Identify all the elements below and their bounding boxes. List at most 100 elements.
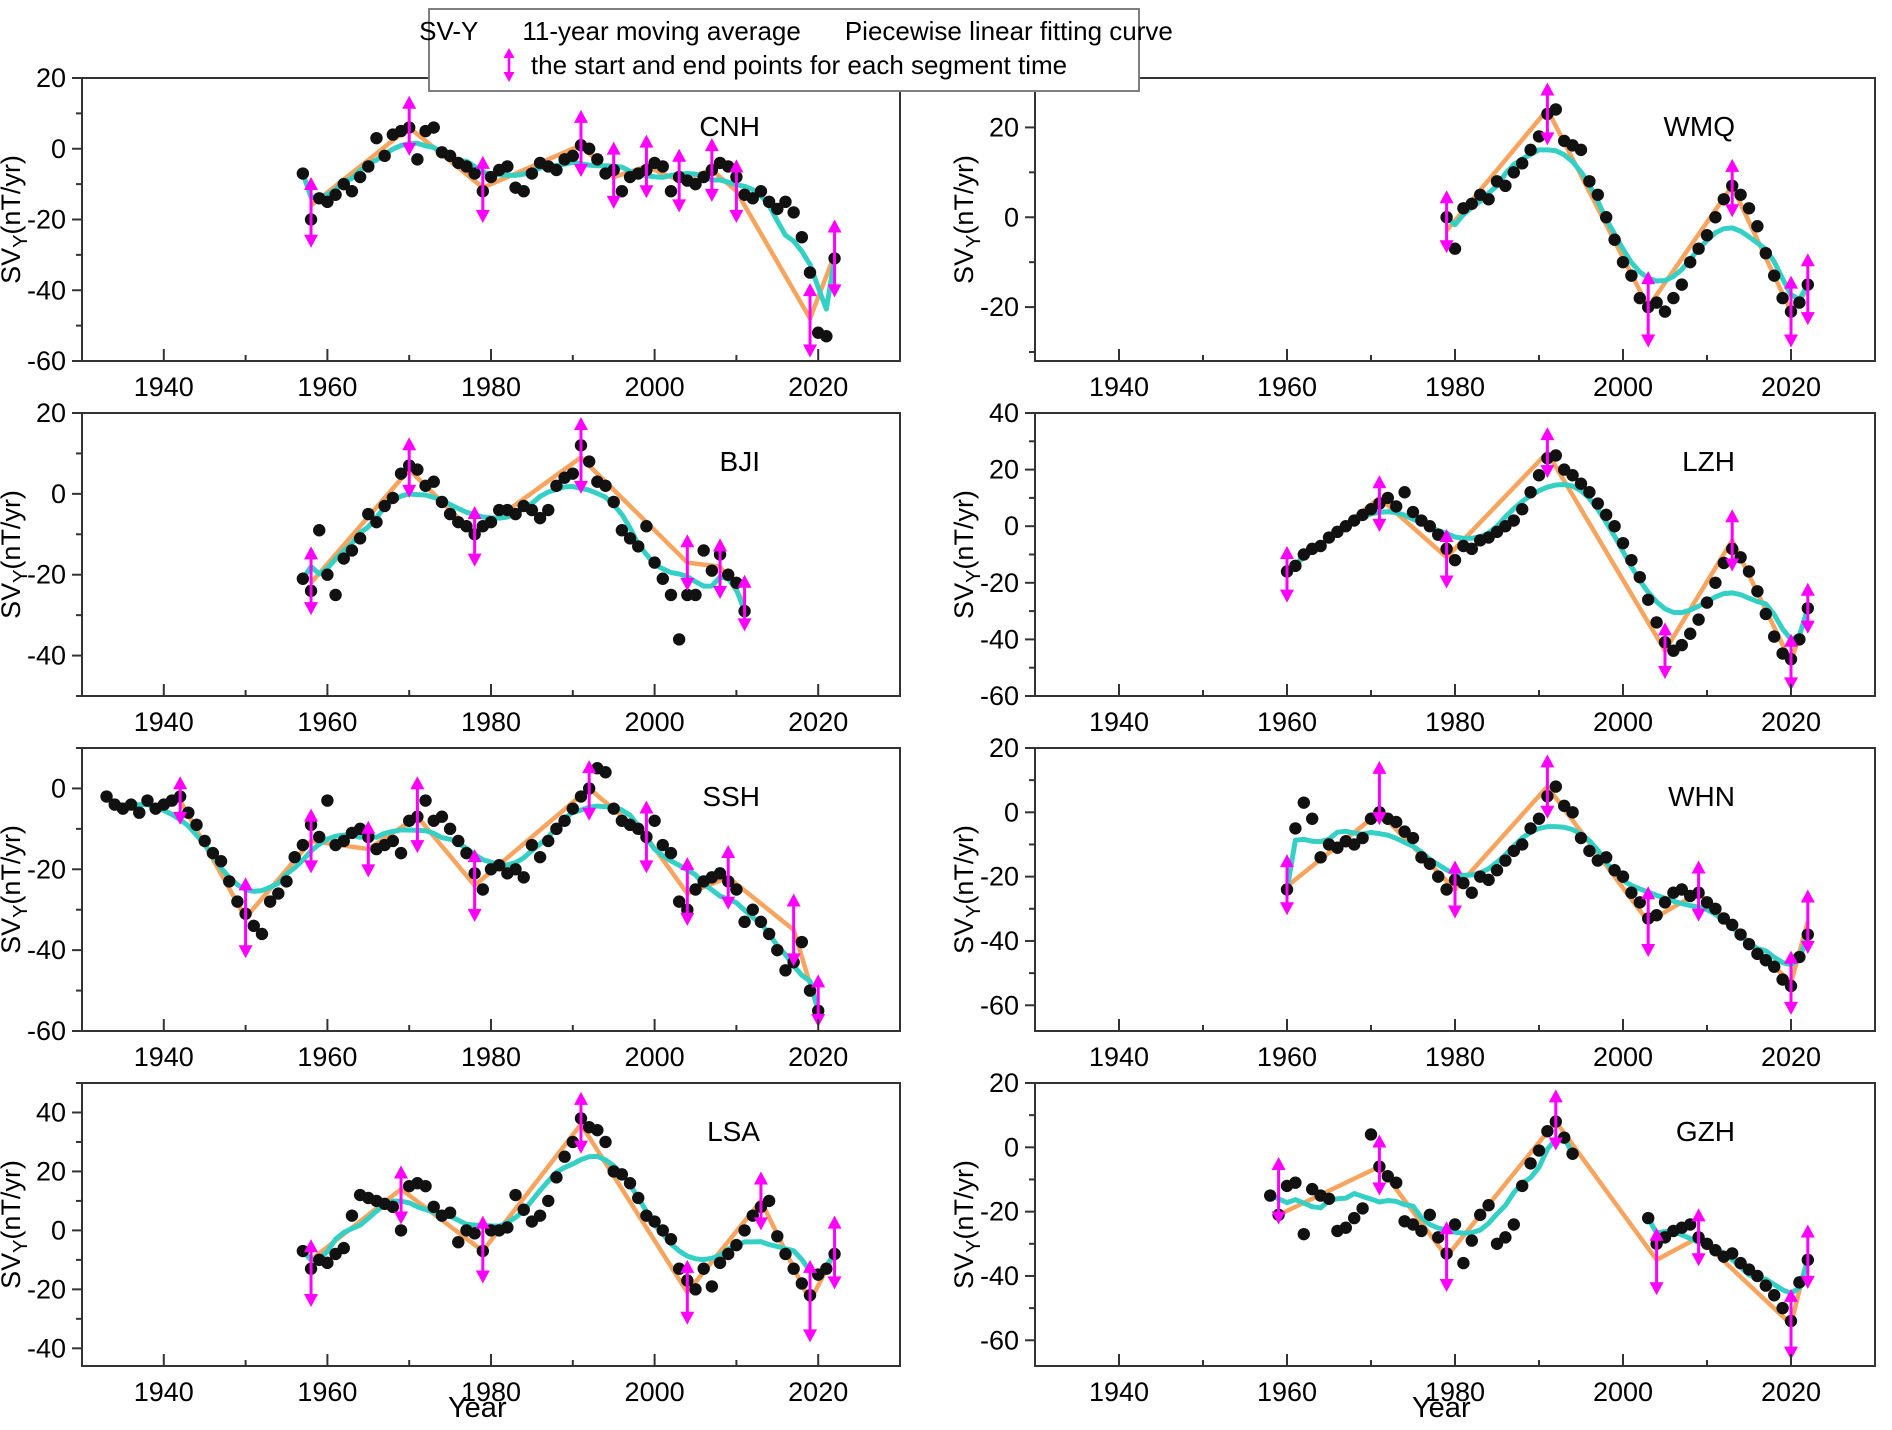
segment-arrow-head-up	[1372, 475, 1387, 489]
segment-arrow-head-down	[1725, 558, 1740, 572]
sv-point	[1406, 1218, 1420, 1231]
sv-point	[762, 195, 776, 209]
sv-point	[697, 1262, 710, 1275]
sv-point	[1423, 1208, 1437, 1222]
sv-point	[1574, 477, 1588, 490]
segment-arrow-head-up	[1448, 860, 1462, 874]
sv-point	[738, 1224, 751, 1237]
x-tick-label: 1980	[461, 372, 521, 402]
segment-arrow-head-up	[1280, 546, 1294, 560]
sv-point	[345, 544, 359, 557]
sv-point	[566, 149, 579, 163]
sv-point	[1734, 928, 1747, 941]
sv-point	[452, 834, 465, 848]
sv-point	[517, 185, 530, 198]
segment-arrow-head-down	[672, 199, 687, 213]
sv-point	[1742, 1263, 1756, 1276]
sv-point	[337, 834, 350, 848]
segment-arrow-head-down	[1439, 1279, 1454, 1293]
x-tick-label: 2020	[788, 707, 848, 737]
sv-point	[133, 806, 146, 819]
sv-point	[1776, 973, 1789, 986]
sv-point	[558, 1150, 571, 1163]
segment-arrow-head-down	[713, 585, 728, 599]
sv-point	[1524, 822, 1537, 835]
sv-point	[427, 475, 440, 488]
sv-point	[1726, 1247, 1739, 1260]
segment-arrow-head-up	[1540, 82, 1555, 96]
sv-point	[542, 1194, 555, 1208]
sv-point	[779, 964, 792, 977]
sv-point	[656, 160, 669, 173]
y-tick-label: 20	[36, 398, 66, 428]
segment-arrow-head-up	[582, 760, 597, 774]
x-tick-label: 2000	[1593, 1377, 1653, 1407]
sv-point	[1398, 486, 1411, 499]
y-tick-label: 0	[1004, 1132, 1019, 1162]
sv-point	[1700, 229, 1714, 242]
sv-point	[525, 838, 539, 852]
sv-point	[1759, 607, 1773, 621]
sv-point	[1482, 1199, 1495, 1212]
sv-point	[533, 511, 547, 525]
sv-point	[1583, 486, 1596, 499]
station-label-wmq: WMQ	[1663, 111, 1735, 142]
segment-arrow-head-down	[1725, 204, 1740, 218]
sv-point	[1465, 542, 1479, 556]
x-tick-label: 1960	[1257, 1377, 1317, 1407]
segment-arrow-head-down	[361, 864, 376, 878]
segment-arrow-head-down	[737, 618, 752, 632]
segment-arrow-head-up	[811, 974, 826, 988]
sv-point	[1499, 1231, 1512, 1244]
sv-point	[795, 1277, 809, 1290]
sv-point	[460, 520, 473, 533]
sv-point	[689, 1283, 702, 1296]
segment-arrow-head-up	[394, 1165, 409, 1179]
segment-arrow-head-down	[573, 164, 588, 178]
x-tick-label: 1980	[1425, 707, 1485, 737]
segment-arrow-head-up	[1691, 860, 1706, 874]
segment-arrow-head-up	[1725, 509, 1740, 523]
sv-point	[1516, 503, 1529, 516]
x-tick-label: 2000	[1593, 1042, 1653, 1072]
sv-point	[1423, 520, 1437, 533]
segment-arrow-head-up	[1548, 1089, 1563, 1103]
segment-arrow-head-up	[680, 1259, 695, 1273]
sv-point	[394, 846, 408, 860]
x-tick-label: 1940	[134, 372, 194, 402]
segment-arrow-head-up	[1372, 760, 1387, 774]
sv-point	[1793, 296, 1806, 309]
sv-point	[321, 195, 334, 209]
sv-point	[1684, 255, 1697, 269]
sv-point	[746, 192, 759, 205]
fit-line-lzh	[1285, 450, 1810, 665]
segment-arrow-head-up	[402, 95, 417, 109]
sv-point	[214, 855, 228, 868]
sv-point	[394, 1224, 408, 1237]
sv-point	[689, 588, 702, 602]
sv-point	[1314, 539, 1327, 553]
sv-point	[1448, 553, 1462, 567]
x-tick-label: 2000	[625, 372, 685, 402]
sv-point	[1499, 854, 1512, 867]
sv-point	[1356, 831, 1369, 845]
sv-point	[1390, 1176, 1403, 1189]
moving-average-line-wmq	[1444, 147, 1811, 303]
sv-point	[468, 167, 481, 180]
sv-point	[615, 185, 629, 198]
sv-point	[566, 467, 579, 480]
sv-point	[460, 160, 473, 173]
station-label-bji: BJI	[720, 446, 760, 477]
sv-point	[607, 495, 620, 509]
sv-point	[1482, 193, 1495, 206]
sv-point	[337, 1241, 350, 1255]
sv-point	[509, 507, 522, 521]
segment-arrow-head-down	[1800, 1275, 1815, 1289]
sv-point	[1423, 857, 1437, 870]
sv-point	[1465, 1234, 1479, 1247]
segment-arrow-head-down	[827, 284, 842, 298]
sv-point	[190, 818, 203, 832]
x-tick-label: 1960	[297, 707, 357, 737]
y-tick-label: 0	[51, 1215, 66, 1245]
sv-point	[771, 943, 784, 957]
